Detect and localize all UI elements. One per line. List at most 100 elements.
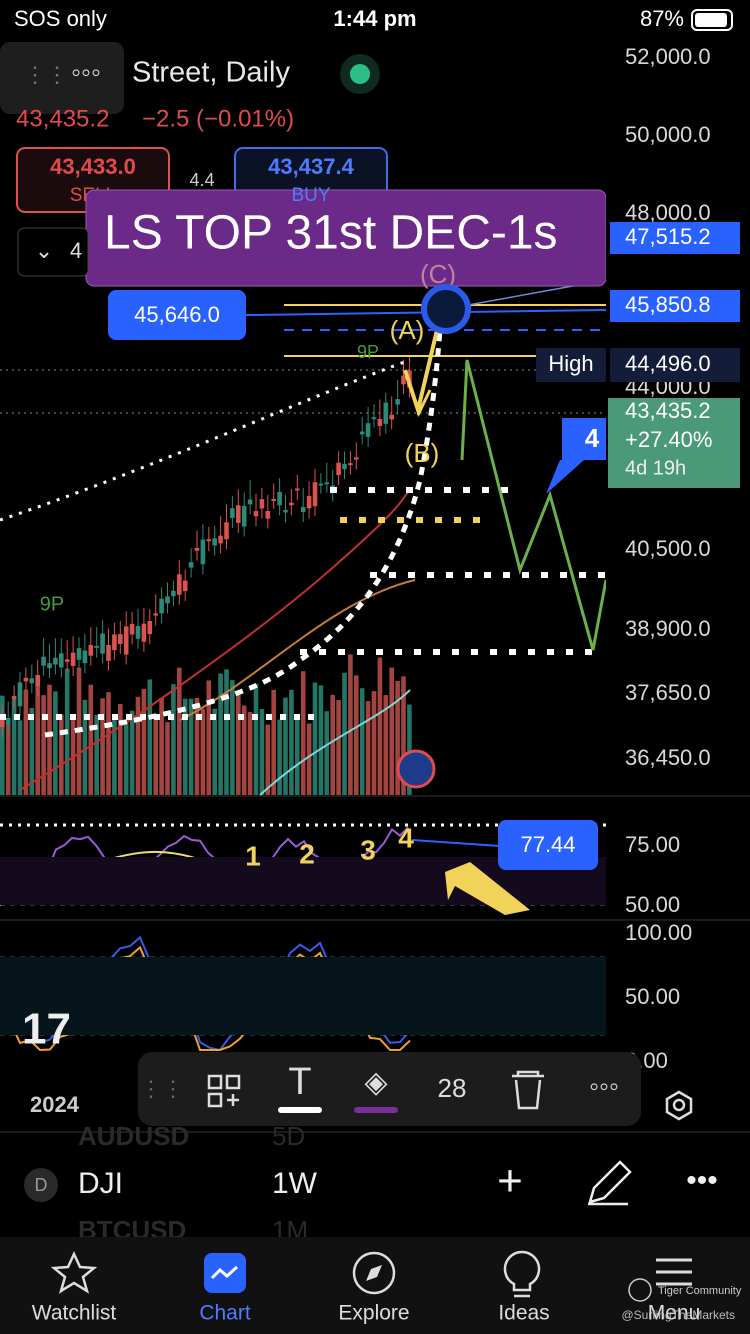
candle <box>5 717 11 725</box>
candle <box>277 492 282 506</box>
volume-bar <box>135 696 141 795</box>
chart-drawing <box>0 279 608 1052</box>
font-size[interactable]: 28 <box>438 1073 467 1103</box>
tab[interactable]: Explore <box>338 1302 409 1325</box>
volume-bar <box>348 654 353 795</box>
candle <box>206 539 212 542</box>
candle <box>247 499 253 505</box>
volume-bar <box>129 710 135 795</box>
volume-bar <box>295 717 300 795</box>
volume-bar <box>118 703 123 795</box>
volume-bar <box>59 714 64 795</box>
symbol-title: Street, Daily <box>132 57 290 89</box>
rsi-count: 3 <box>360 834 376 865</box>
volume-bar <box>94 714 99 795</box>
axis-label: 40,500.0 <box>625 536 711 561</box>
more-tool[interactable]: ◦◦◦ <box>589 1070 619 1101</box>
volume-bar <box>177 667 182 795</box>
volume-bar <box>47 684 52 795</box>
status-dot <box>350 64 370 84</box>
high-value: 44,496.0 <box>625 351 711 376</box>
candle <box>295 488 300 491</box>
high-tag <box>536 348 606 382</box>
tag-top <box>610 222 740 254</box>
candle <box>11 696 17 699</box>
volume-bar <box>407 704 412 795</box>
candle <box>41 656 46 666</box>
delete-tool[interactable] <box>512 1070 544 1110</box>
candle <box>224 522 229 540</box>
interval[interactable]: 1W <box>272 1167 318 1200</box>
volume-bar <box>236 691 241 795</box>
tab[interactable]: Ideas <box>498 1302 549 1325</box>
fill-tool[interactable]: ◈ <box>364 1066 387 1099</box>
volume-bar <box>194 697 200 795</box>
volume-bar <box>401 676 406 795</box>
volume-bar <box>365 701 371 795</box>
spread: 4.4 <box>189 170 214 190</box>
wave-line <box>403 329 439 418</box>
wave-line <box>416 389 432 416</box>
settings[interactable] <box>665 1090 693 1121</box>
drawing-toolbar <box>138 1052 641 1126</box>
rsi-pointer <box>411 839 501 847</box>
candle <box>371 417 377 420</box>
candle <box>194 547 200 551</box>
fill-color <box>354 1107 398 1113</box>
candle <box>94 645 99 648</box>
projection <box>460 359 608 651</box>
tag-mid-text: 45,850.8 <box>625 292 711 317</box>
volume-bar <box>371 691 377 795</box>
volume-bar <box>383 695 389 795</box>
volume-bar <box>395 680 400 795</box>
volume-bar <box>206 680 212 795</box>
candle <box>0 718 5 728</box>
trend-dotted <box>0 358 411 522</box>
volume-bar <box>336 700 341 795</box>
price-change: −2.5 (−0.01%) <box>142 105 294 132</box>
date-label: 2024 <box>30 1092 80 1117</box>
symbol[interactable]: DJI <box>78 1167 123 1200</box>
candle <box>59 653 64 668</box>
chart-icon-line <box>210 1265 239 1280</box>
candle <box>283 509 288 513</box>
volume-bar <box>165 722 170 795</box>
candle <box>123 626 129 655</box>
candle <box>165 596 170 604</box>
candle <box>212 538 217 546</box>
candle <box>312 482 318 507</box>
volume-bar <box>29 707 35 795</box>
watermark-logo <box>628 1278 652 1302</box>
callout <box>546 418 606 494</box>
drag-handle: ⋮⋮ <box>24 62 68 87</box>
candle <box>118 634 123 644</box>
watchlist-strip <box>0 1132 750 1236</box>
volume-bar <box>218 673 223 795</box>
draw-button[interactable] <box>588 1160 632 1206</box>
volume-bar <box>100 698 105 795</box>
volume-bar <box>41 695 46 795</box>
sell-price: 43,433.0 <box>50 154 136 179</box>
more-button[interactable]: ••• <box>686 1164 718 1197</box>
candle <box>377 418 383 427</box>
tab-active[interactable]: Chart <box>199 1302 251 1325</box>
candle <box>348 463 353 466</box>
tab[interactable]: Menu <box>648 1302 701 1325</box>
layers-toggle[interactable] <box>17 227 89 277</box>
add-tool[interactable] <box>207 1074 241 1108</box>
symbol-faded: AUDUSD <box>78 1121 189 1151</box>
menu-button[interactable] <box>0 42 124 114</box>
text-tool[interactable]: T <box>288 1061 311 1103</box>
candle <box>383 402 389 424</box>
candle <box>88 644 94 656</box>
candle <box>365 423 371 437</box>
axis-label: 52,000.0 <box>625 44 711 69</box>
text-color <box>278 1107 322 1113</box>
tab[interactable]: Watchlist <box>32 1302 117 1325</box>
candle <box>241 505 247 527</box>
volume-bar <box>17 720 23 795</box>
add-button[interactable]: + <box>497 1157 523 1206</box>
candle <box>271 498 276 501</box>
stoch-band <box>0 957 606 1035</box>
last-change: +27.40% <box>625 427 712 452</box>
